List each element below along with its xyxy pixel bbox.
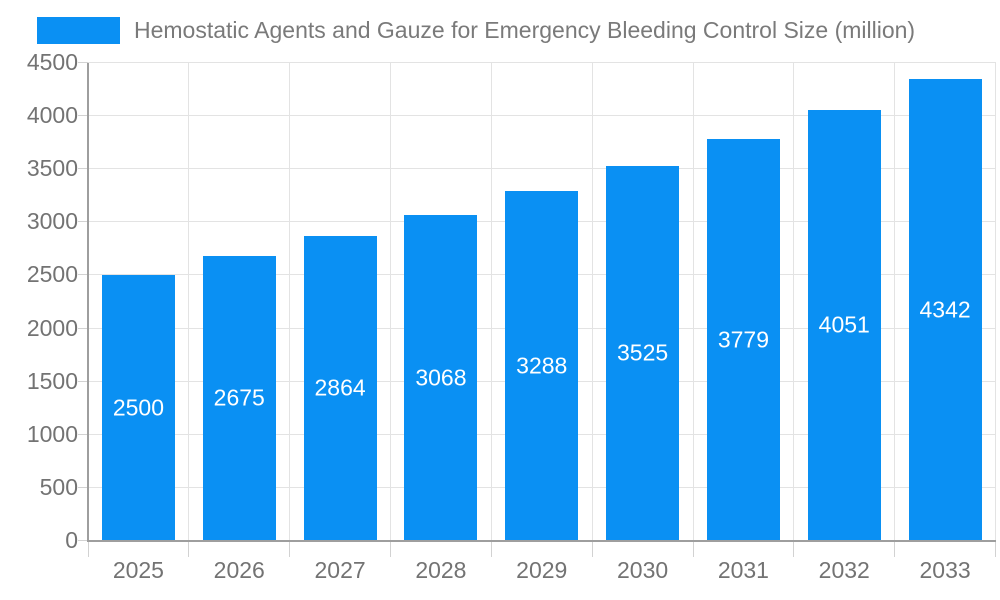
gridline-vertical — [995, 62, 996, 541]
y-axis-tick — [78, 433, 88, 435]
x-axis-tick — [692, 540, 694, 557]
bar-2031[interactable]: 3779 — [706, 139, 780, 541]
x-axis-label: 2029 — [516, 557, 568, 583]
x-axis-label: 2030 — [616, 557, 669, 583]
y-axis-label: 2500 — [26, 261, 78, 288]
gridline-vertical — [188, 62, 190, 541]
x-axis-tick — [490, 540, 492, 557]
bar-2027[interactable]: 2864 — [303, 236, 377, 541]
x-axis-tick — [188, 540, 190, 557]
x-axis-tick — [894, 540, 896, 557]
bar-2026[interactable]: 2675 — [202, 256, 276, 541]
gridline-vertical — [289, 62, 291, 541]
gridline-vertical — [490, 62, 492, 541]
gridline-horizontal — [88, 62, 996, 63]
x-axis-line — [87, 539, 996, 542]
gridline-vertical — [894, 62, 896, 541]
gridline-horizontal — [88, 115, 996, 117]
legend-swatch-icon — [37, 16, 120, 44]
bar-2029[interactable]: 3288 — [505, 191, 579, 541]
bar-2025[interactable]: 2500 — [101, 274, 175, 541]
y-axis-label: 2000 — [26, 314, 78, 341]
x-axis-label: 2033 — [919, 557, 971, 583]
bar-value-label: 2500 — [112, 394, 164, 421]
y-axis-tick — [78, 274, 88, 276]
bar-2028[interactable]: 3068 — [404, 214, 478, 541]
x-axis-tick — [995, 540, 996, 557]
y-axis-tick — [78, 486, 88, 488]
y-axis-label: 4000 — [26, 102, 78, 129]
x-axis-label: 2032 — [818, 557, 870, 583]
x-axis-label: 2031 — [717, 557, 769, 583]
bar-value-label: 4342 — [919, 296, 971, 323]
legend-item[interactable]: Hemostatic Agents and Gauze for Emergenc… — [37, 15, 915, 45]
y-axis-label: 1000 — [26, 420, 78, 447]
x-axis-label: 2027 — [314, 557, 366, 583]
y-axis-tick — [78, 168, 88, 170]
x-axis-label: 2028 — [415, 557, 467, 583]
bar-2030[interactable]: 3525 — [606, 166, 680, 541]
x-axis-label: 2025 — [112, 557, 164, 583]
y-axis-tick — [78, 327, 88, 329]
y-axis-tick — [78, 221, 88, 223]
y-axis-tick — [78, 540, 88, 541]
y-axis-tick — [78, 115, 88, 117]
gridline-vertical — [591, 62, 593, 541]
y-axis-label: 3500 — [26, 155, 78, 182]
bar-2033[interactable]: 4342 — [908, 79, 982, 541]
y-axis-label: 3000 — [26, 208, 78, 235]
bar-value-label: 3779 — [717, 326, 769, 353]
y-axis-label: 4500 — [26, 49, 78, 75]
bar-value-label: 3525 — [616, 339, 669, 366]
y-axis-tick — [78, 62, 88, 63]
bar-2032[interactable]: 4051 — [807, 110, 881, 541]
y-axis-label: 500 — [39, 473, 78, 500]
bar-value-label: 2675 — [213, 384, 265, 411]
x-axis-tick — [793, 540, 795, 557]
gridline-vertical — [793, 62, 795, 541]
bar-value-label: 3068 — [415, 364, 467, 391]
y-axis-label: 1500 — [26, 367, 78, 394]
x-axis-tick — [87, 540, 89, 557]
bar-value-label: 3288 — [516, 352, 568, 379]
bar-value-label: 2864 — [314, 374, 366, 401]
x-axis-tick — [390, 540, 391, 557]
y-axis-tick — [78, 380, 88, 382]
y-axis-line — [87, 62, 89, 542]
x-axis-tick — [289, 540, 291, 557]
x-axis-label: 2026 — [213, 557, 265, 583]
bar-value-label: 4051 — [818, 311, 870, 338]
gridline-vertical — [692, 62, 694, 541]
y-axis-label: 0 — [65, 527, 78, 553]
gridline-vertical — [390, 62, 391, 541]
x-axis-tick — [591, 540, 593, 557]
gridline-horizontal — [88, 168, 996, 170]
legend-label: Hemostatic Agents and Gauze for Emergenc… — [134, 17, 916, 43]
